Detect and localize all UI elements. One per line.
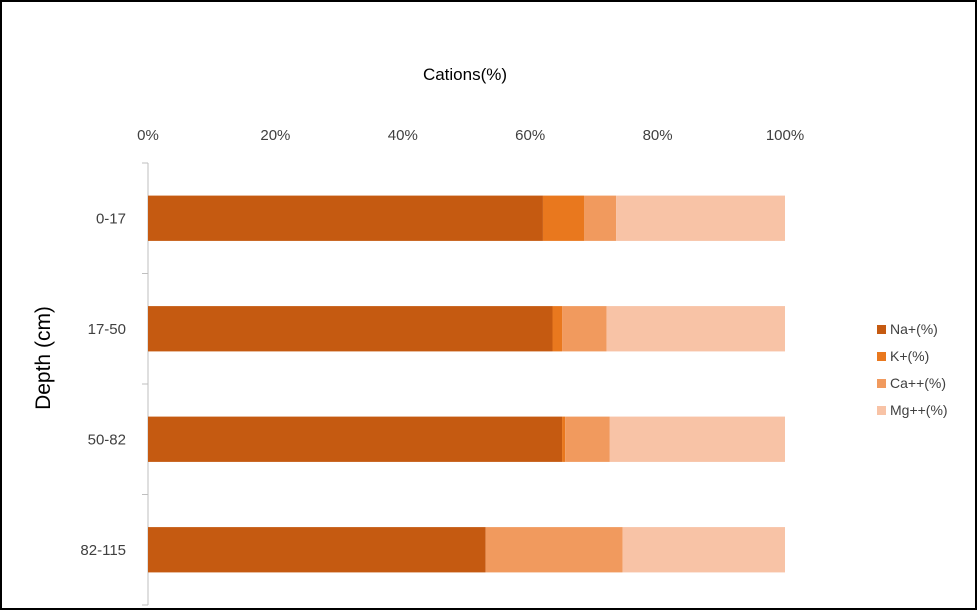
bar-segment bbox=[616, 195, 785, 241]
x-tick-label: 40% bbox=[388, 127, 418, 144]
legend-swatch bbox=[877, 379, 886, 388]
legend: Na+(%) K+(%) Ca++(%) Mg++(%) bbox=[877, 321, 948, 418]
bar-segment bbox=[148, 306, 553, 352]
y-tick-label: 17-50 bbox=[88, 321, 126, 338]
legend-label: Na+(%) bbox=[890, 321, 938, 337]
bar-segment bbox=[565, 416, 610, 462]
x-tick-label: 20% bbox=[260, 127, 290, 144]
legend-label: Ca++(%) bbox=[890, 375, 946, 391]
bar-segment bbox=[148, 527, 486, 573]
bar-segment bbox=[552, 306, 563, 352]
x-tick-label: 60% bbox=[515, 127, 545, 144]
chart-title: Cations(%) bbox=[423, 65, 507, 84]
bar-segment bbox=[622, 527, 785, 573]
bar-segment bbox=[148, 195, 543, 241]
bar-segment bbox=[562, 416, 566, 462]
y-tick-label: 82-115 bbox=[80, 542, 126, 559]
legend-swatch bbox=[877, 352, 886, 361]
x-tick-label: 80% bbox=[643, 127, 673, 144]
legend-label: Mg++(%) bbox=[890, 402, 948, 418]
x-axis-ticks: 0% 20% 40% 60% 80% 100% bbox=[137, 127, 804, 144]
y-tick-label: 50-82 bbox=[88, 431, 126, 448]
bar-segment bbox=[584, 195, 617, 241]
y-axis bbox=[142, 162, 149, 606]
legend-swatch bbox=[877, 406, 886, 415]
bar-segment bbox=[148, 416, 563, 462]
x-tick-label: 0% bbox=[137, 127, 159, 144]
y-axis-label: Depth (cm) bbox=[32, 306, 55, 410]
bar-segment bbox=[606, 306, 785, 352]
bar-segment bbox=[609, 416, 785, 462]
x-tick-label: 100% bbox=[766, 127, 804, 144]
y-tick-label: 0-17 bbox=[96, 210, 126, 227]
bars bbox=[148, 195, 785, 573]
bar-segment bbox=[542, 195, 585, 241]
legend-label: K+(%) bbox=[890, 348, 929, 364]
bar-segment bbox=[562, 306, 607, 352]
legend-swatch bbox=[877, 325, 886, 334]
bar-segment bbox=[485, 527, 623, 573]
y-axis-ticks: 0-17 17-50 50-82 82-115 bbox=[80, 210, 126, 559]
